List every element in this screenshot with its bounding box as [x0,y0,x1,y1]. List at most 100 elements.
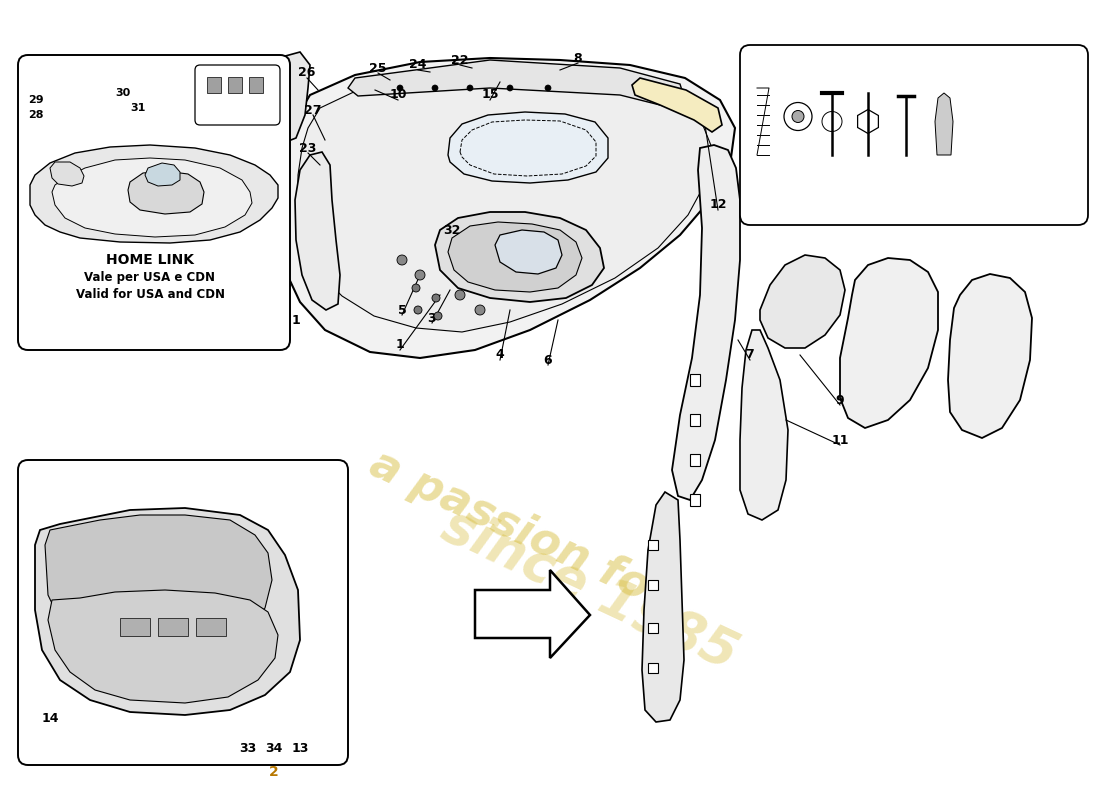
Text: 6: 6 [543,354,552,366]
Polygon shape [298,74,712,332]
Polygon shape [128,171,204,214]
Circle shape [475,305,485,315]
Polygon shape [648,580,658,590]
Polygon shape [120,618,150,636]
Text: 5: 5 [397,303,406,317]
Text: 8: 8 [574,51,582,65]
Text: 28: 28 [28,110,44,120]
Polygon shape [648,663,658,673]
Polygon shape [475,570,590,658]
Circle shape [412,284,420,292]
Text: HOME LINK: HOME LINK [106,253,194,267]
Text: 11: 11 [832,434,849,446]
Polygon shape [760,255,845,348]
Polygon shape [648,623,658,633]
Polygon shape [45,515,272,645]
Circle shape [507,85,513,91]
Polygon shape [642,492,684,722]
Circle shape [434,312,442,320]
Text: 27: 27 [305,103,321,117]
Text: 20: 20 [790,55,806,69]
Text: 4: 4 [496,349,505,362]
Text: 10: 10 [389,89,407,102]
Polygon shape [690,494,700,506]
Text: Upholstery fixing: Upholstery fixing [800,183,928,197]
Text: 19: 19 [755,55,772,69]
Text: 22: 22 [451,54,469,66]
Polygon shape [348,60,685,108]
Polygon shape [632,78,722,132]
Circle shape [415,270,425,280]
Polygon shape [935,93,953,155]
Polygon shape [52,158,252,237]
Text: Vale per USA e CDN: Vale per USA e CDN [85,271,216,285]
Text: 18: 18 [935,55,953,69]
Polygon shape [278,58,735,358]
Text: 32: 32 [443,223,461,237]
Text: 1: 1 [292,314,300,326]
Circle shape [432,294,440,302]
FancyBboxPatch shape [18,460,348,765]
Polygon shape [495,230,562,274]
Text: 1: 1 [396,338,405,351]
Polygon shape [48,590,278,703]
Polygon shape [158,618,188,636]
Polygon shape [448,222,582,292]
Polygon shape [690,454,700,466]
Text: 21: 21 [859,55,877,69]
Polygon shape [30,145,278,243]
Text: Valid for USA and CDN: Valid for USA and CDN [76,287,224,301]
Polygon shape [207,77,221,93]
Polygon shape [690,414,700,426]
Text: 15: 15 [482,89,498,102]
Circle shape [397,255,407,265]
Polygon shape [948,274,1032,438]
Polygon shape [434,212,604,302]
Circle shape [544,85,551,91]
Polygon shape [249,77,263,93]
Text: 31: 31 [130,103,145,113]
Polygon shape [672,145,740,500]
Text: 30: 30 [116,88,130,98]
Polygon shape [448,112,608,183]
Circle shape [397,85,403,91]
Text: a passion for: a passion for [363,442,676,618]
Polygon shape [35,508,300,715]
Text: 14: 14 [42,711,59,725]
Polygon shape [295,152,340,310]
Text: 13: 13 [292,742,309,754]
Text: 3: 3 [428,311,437,325]
Text: Fissaggi per rivestimenti: Fissaggi per rivestimenti [770,163,958,177]
Circle shape [792,110,804,122]
Text: since 1985: since 1985 [434,499,746,681]
FancyBboxPatch shape [740,45,1088,225]
Polygon shape [648,540,658,550]
Polygon shape [145,163,180,186]
Circle shape [432,85,438,91]
Text: 33: 33 [240,742,256,754]
Text: 25: 25 [370,62,387,74]
Circle shape [455,290,465,300]
Text: 9: 9 [836,394,845,406]
Circle shape [468,85,473,91]
Text: 29: 29 [28,95,44,105]
FancyBboxPatch shape [195,65,280,125]
Polygon shape [258,52,310,145]
Polygon shape [740,330,788,520]
Circle shape [414,306,422,314]
Polygon shape [196,618,225,636]
Text: 7: 7 [746,349,755,362]
Text: 17: 17 [823,55,840,69]
Text: 23: 23 [299,142,317,154]
Text: 28: 28 [196,92,211,102]
Text: 16: 16 [898,55,915,69]
Polygon shape [690,374,700,386]
Polygon shape [228,77,242,93]
Polygon shape [50,162,84,186]
FancyBboxPatch shape [18,55,290,350]
Text: 12: 12 [710,198,727,211]
Text: 24: 24 [409,58,427,71]
Polygon shape [840,258,938,428]
Text: 2: 2 [270,765,279,779]
Text: 26: 26 [298,66,316,79]
